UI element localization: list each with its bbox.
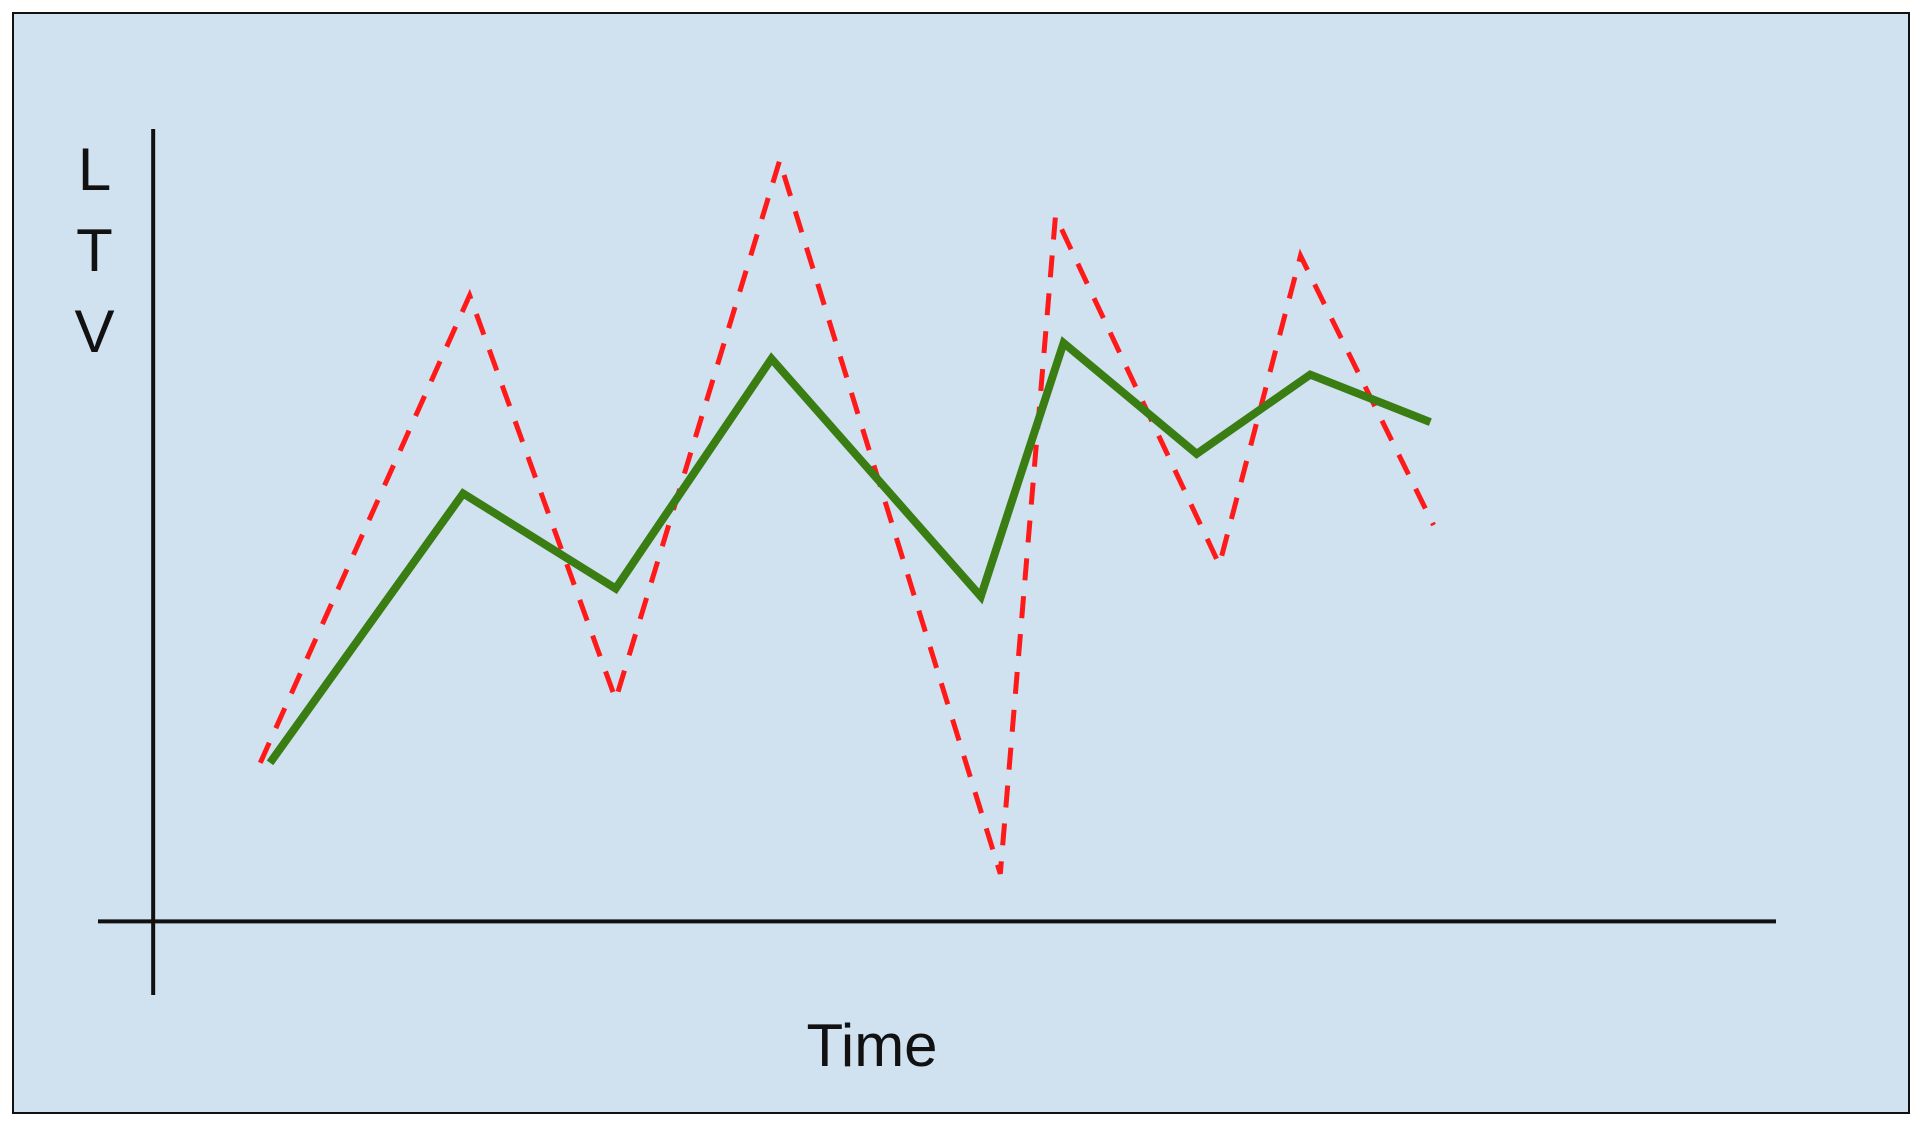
- x-axis-label: Time: [806, 1012, 937, 1079]
- y-axis-label: LTV: [61, 136, 128, 379]
- series-line: [258, 152, 1436, 875]
- series-line: [266, 336, 1432, 766]
- chart-panel: [12, 12, 1910, 1114]
